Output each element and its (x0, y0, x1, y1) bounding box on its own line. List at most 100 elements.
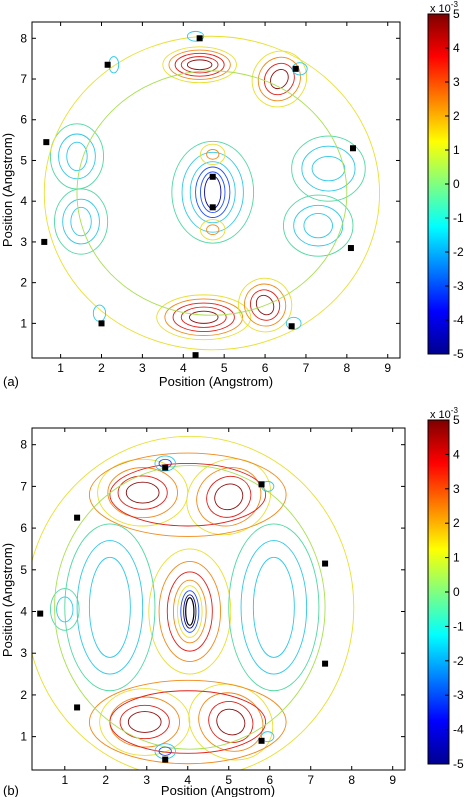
x-tick-label: 3 (143, 773, 150, 787)
contour-line (164, 298, 244, 337)
contour-line (270, 68, 289, 90)
y-tick-label: 4 (20, 605, 27, 619)
y-tick-label: 2 (20, 688, 27, 702)
colorbar-tick-label: 5 (453, 413, 460, 427)
colorbar-tick-label: 2 (453, 516, 460, 530)
contour-line (292, 62, 308, 76)
colorbar-tick-label: 0 (453, 177, 460, 191)
x-tick-label: 4 (180, 361, 187, 375)
colorbar-tick-label: -1 (453, 211, 464, 225)
contour-line (180, 56, 219, 74)
contour-line (54, 465, 326, 750)
x-tick-label: 1 (61, 773, 68, 787)
atom-markers-b (37, 464, 329, 763)
contour-line (291, 135, 366, 202)
contour-line (255, 294, 275, 316)
contour-line (237, 277, 293, 333)
panel-label-b: (b) (3, 783, 19, 797)
colorbar-tick-label: 4 (453, 447, 460, 461)
contour-line (148, 548, 232, 675)
atom-marker (192, 352, 199, 359)
atom-marker (162, 464, 169, 471)
colorbar-tick-label: 0 (453, 585, 460, 599)
contour-line (200, 219, 226, 241)
y-tick-label: 7 (20, 72, 27, 86)
contour-line (180, 306, 227, 328)
colorbar-tick-label: -4 (453, 313, 464, 327)
x-tick-label: 2 (102, 773, 109, 787)
y-tick-label: 2 (20, 276, 27, 290)
contour-line (107, 467, 178, 519)
y-tick-label: 6 (20, 521, 27, 535)
contour-line (58, 133, 96, 180)
contour-line (206, 224, 220, 236)
contour-line (293, 204, 344, 247)
atom-marker (349, 145, 356, 152)
contour-line (88, 556, 131, 658)
x-tick-label: 9 (384, 361, 391, 375)
y-tick-label: 1 (20, 316, 27, 330)
central-void (185, 597, 195, 626)
atom-marker (347, 245, 354, 252)
colorbar-tick-label: -2 (453, 245, 464, 259)
atom-marker (41, 238, 48, 245)
colorbar-tick-label: 1 (453, 143, 460, 157)
x-tick-label: 5 (221, 361, 228, 375)
x-tick-label: 9 (389, 773, 396, 787)
y-tick-label: 7 (20, 479, 27, 493)
contour-line (158, 561, 221, 663)
y-tick-label: 4 (20, 194, 27, 208)
contour-line (109, 690, 267, 754)
contour-line (214, 483, 244, 511)
atom-marker (258, 737, 265, 744)
colorbar-tick-label: 1 (453, 551, 460, 565)
contour-line (119, 704, 170, 740)
contour-line (56, 596, 74, 623)
atom-marker (162, 756, 169, 763)
contour-line (183, 594, 197, 629)
contour-line (88, 679, 287, 765)
contour-line (156, 294, 252, 341)
y-tick-label: 3 (20, 646, 27, 660)
colorbar-tick-label: -5 (453, 757, 464, 771)
atom-marker (98, 320, 105, 327)
atom-marker (196, 35, 203, 42)
atom-marker (322, 660, 329, 667)
contour-line (198, 692, 264, 752)
contour-line (158, 746, 172, 756)
colorbar-tick-label: -1 (453, 619, 464, 633)
contour-line (109, 463, 267, 527)
panel-b: 1 2 3 4 5 6 7 8 9 1 2 3 4 5 6 7 8 Position (Angstrom) P… (0, 406, 464, 797)
y-tick-label: 8 (20, 31, 27, 45)
contour-line (172, 302, 235, 332)
contour-line (196, 467, 262, 527)
colorbar-tick-label: 5 (453, 7, 460, 21)
atom-marker (322, 560, 329, 567)
colorbar-tick-label: -2 (453, 654, 464, 668)
contour-line (166, 571, 213, 652)
contour-line (263, 62, 295, 96)
contour-line (250, 289, 281, 321)
contour-line (64, 523, 156, 692)
colorbar-tick-label: -3 (453, 279, 464, 293)
contour-line (70, 206, 92, 237)
contour-line (171, 140, 255, 244)
colorbar-exponent-a: x 10-3 (430, 0, 458, 15)
contour-line (285, 316, 302, 330)
x-tick-label: 1 (57, 361, 64, 375)
contour-line (204, 175, 222, 209)
y-axis-ticks-a: 1 2 3 4 5 6 7 8 (20, 31, 400, 330)
y-tick-label: 8 (20, 438, 27, 452)
contour-line (195, 166, 231, 218)
contour-line (243, 283, 287, 327)
x-axis-ticks-a: 1 2 3 4 5 6 7 8 9 (57, 22, 391, 375)
x-tick-label: 7 (307, 773, 314, 787)
y-tick-label: 3 (20, 235, 27, 249)
colorbar-exponent-b: x 10-3 (430, 406, 458, 421)
contour-line (54, 188, 109, 255)
contour-line (189, 161, 236, 224)
y-tick-label: 1 (20, 730, 27, 744)
x-tick-label: 8 (348, 773, 355, 787)
panel-label-a: (a) (3, 374, 19, 389)
